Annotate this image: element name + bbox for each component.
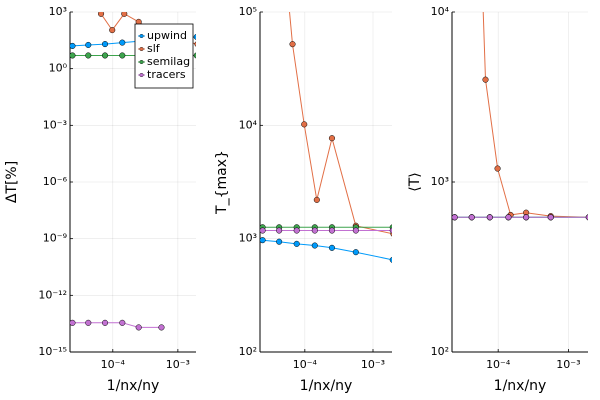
marker <box>301 121 308 128</box>
marker <box>193 52 196 59</box>
marker <box>70 42 76 49</box>
marker <box>523 214 530 221</box>
marker <box>276 227 283 234</box>
marker <box>352 227 359 234</box>
marker <box>97 12 105 17</box>
marker <box>482 76 489 83</box>
marker <box>121 12 128 17</box>
marker <box>101 319 109 326</box>
marker <box>311 227 318 234</box>
legend-box <box>134 23 194 89</box>
marker <box>494 165 501 172</box>
x-tick-label: 10⁻⁴ <box>101 358 126 371</box>
y-axis-label: ΔT[%] <box>4 161 20 203</box>
legend-marker <box>139 72 144 77</box>
marker <box>389 227 392 234</box>
plot-area <box>452 12 588 221</box>
y-tick-label: 10⁴ <box>239 118 258 131</box>
marker <box>85 319 92 326</box>
x-tick-label: 10⁻³ <box>556 358 580 371</box>
marker <box>119 52 126 59</box>
marker <box>119 319 126 326</box>
marker <box>260 237 266 244</box>
marker <box>70 319 76 326</box>
y-tick-label: 10² <box>239 345 257 358</box>
legend-label: tracers <box>147 68 186 81</box>
x-tick-label: 10⁻³ <box>361 358 385 371</box>
marker <box>486 214 493 221</box>
marker <box>468 214 475 221</box>
marker <box>101 41 109 48</box>
y-tick-label: 10³ <box>239 232 257 245</box>
marker <box>289 41 296 48</box>
y-tick-label: 10⁻¹² <box>38 288 67 301</box>
legend-label: upwind <box>147 29 187 42</box>
marker <box>101 52 109 59</box>
x-axis-label: 1/nx/ny <box>300 378 353 394</box>
marker <box>119 39 126 46</box>
marker <box>194 41 196 47</box>
marker <box>328 135 336 142</box>
marker <box>352 249 359 256</box>
marker <box>135 324 142 331</box>
marker <box>109 27 116 34</box>
series-line <box>482 12 588 218</box>
plot-area <box>260 12 392 263</box>
x-tick-label: 10⁻⁴ <box>293 358 318 371</box>
y-tick-label: 10⁵ <box>239 5 257 18</box>
marker <box>328 244 336 251</box>
y-tick-label: 10⁻⁶ <box>43 175 68 188</box>
marker <box>158 324 165 331</box>
y-axis-label: ⟨T⟩ <box>407 172 423 191</box>
y-tick-label: 10⁻¹⁵ <box>38 345 67 358</box>
y-tick-label: 10⁻⁹ <box>43 232 67 245</box>
x-tick-label: 10⁻³ <box>166 358 190 371</box>
marker <box>293 227 300 234</box>
legend-marker <box>139 34 144 39</box>
legend-marker <box>139 60 144 65</box>
marker <box>505 214 512 221</box>
legend-marker <box>139 47 144 52</box>
marker <box>328 227 336 234</box>
marker <box>547 214 554 221</box>
legend-label: semilag <box>147 55 190 68</box>
y-tick-label: 10⁻³ <box>43 118 67 131</box>
y-tick-label: 10² <box>431 345 449 358</box>
y-tick-label: 10³ <box>431 175 449 188</box>
marker <box>260 227 266 234</box>
x-axis-label: 1/nx/ny <box>107 378 160 394</box>
series-line <box>289 12 392 235</box>
marker <box>313 196 320 203</box>
marker <box>293 240 300 247</box>
marker <box>389 256 392 263</box>
x-axis-label: 1/nx/ny <box>494 378 547 394</box>
marker <box>276 238 283 245</box>
y-tick-label: 10³ <box>49 5 67 18</box>
marker <box>311 242 318 249</box>
marker <box>85 52 92 59</box>
marker <box>85 41 92 49</box>
x-tick-label: 10⁻⁴ <box>486 358 511 371</box>
marker <box>70 52 76 59</box>
marker <box>452 214 458 221</box>
marker <box>585 214 588 221</box>
y-axis-label: T_{max} <box>214 150 230 215</box>
marker <box>193 33 196 40</box>
y-tick-label: 10⁰ <box>49 62 68 75</box>
legend-label: slf <box>147 42 161 55</box>
y-tick-label: 10⁴ <box>431 5 450 18</box>
